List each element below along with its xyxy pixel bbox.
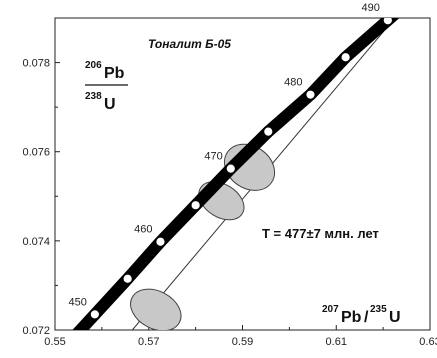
y-tick-label-1: 0.074 bbox=[22, 236, 50, 248]
x-axis-label: 207 Pb / 235 U bbox=[322, 304, 401, 326]
x-tick-label-3: 0.61 bbox=[326, 336, 347, 348]
age-marker-455 bbox=[122, 273, 133, 284]
x-label-element: Pb bbox=[341, 309, 362, 326]
age-label-470: 470 bbox=[204, 151, 222, 163]
age-annotation: T = 477±7 млн. лет bbox=[262, 226, 379, 241]
age-marker-465 bbox=[190, 200, 201, 211]
y-axis-label: 206 Pb 238 U bbox=[85, 60, 128, 113]
age-label-450: 450 bbox=[68, 296, 86, 308]
age-marker-485 bbox=[340, 52, 351, 63]
age-marker-475 bbox=[263, 126, 274, 137]
chart-title: Тоналит Б-05 bbox=[148, 37, 231, 51]
age-marker-470 bbox=[225, 163, 236, 174]
x-label-mass: 207 bbox=[322, 304, 339, 315]
x-label-slash: / bbox=[364, 309, 369, 326]
y-tick-label-3: 0.078 bbox=[22, 58, 50, 70]
age-label-490: 490 bbox=[361, 2, 379, 14]
x-tick-label-2: 0.59 bbox=[232, 336, 253, 348]
y-label-numerator-element: Pb bbox=[104, 65, 125, 82]
age-marker-490 bbox=[382, 18, 393, 26]
age-marker-450 bbox=[89, 309, 100, 320]
y-tick-label-0: 0.072 bbox=[22, 325, 50, 337]
y-label-denominator-mass: 238 bbox=[85, 91, 102, 102]
x-tick-label-1: 0.57 bbox=[138, 336, 159, 348]
y-label-denominator-element: U bbox=[104, 96, 116, 113]
x-tick-label-4: 0.63 bbox=[419, 336, 437, 348]
age-label-480: 480 bbox=[284, 77, 302, 89]
error-ellipse-0 bbox=[130, 288, 182, 330]
y-tick-label-2: 0.076 bbox=[22, 147, 50, 159]
age-marker-480 bbox=[305, 89, 316, 100]
x-label-mass-2: 235 bbox=[370, 304, 387, 315]
x-label-element-2: U bbox=[389, 309, 401, 326]
y-label-numerator-mass: 206 bbox=[85, 60, 102, 71]
age-marker-460 bbox=[155, 236, 166, 247]
x-tick-label-0: 0.55 bbox=[44, 336, 65, 348]
age-label-460: 460 bbox=[134, 224, 152, 236]
